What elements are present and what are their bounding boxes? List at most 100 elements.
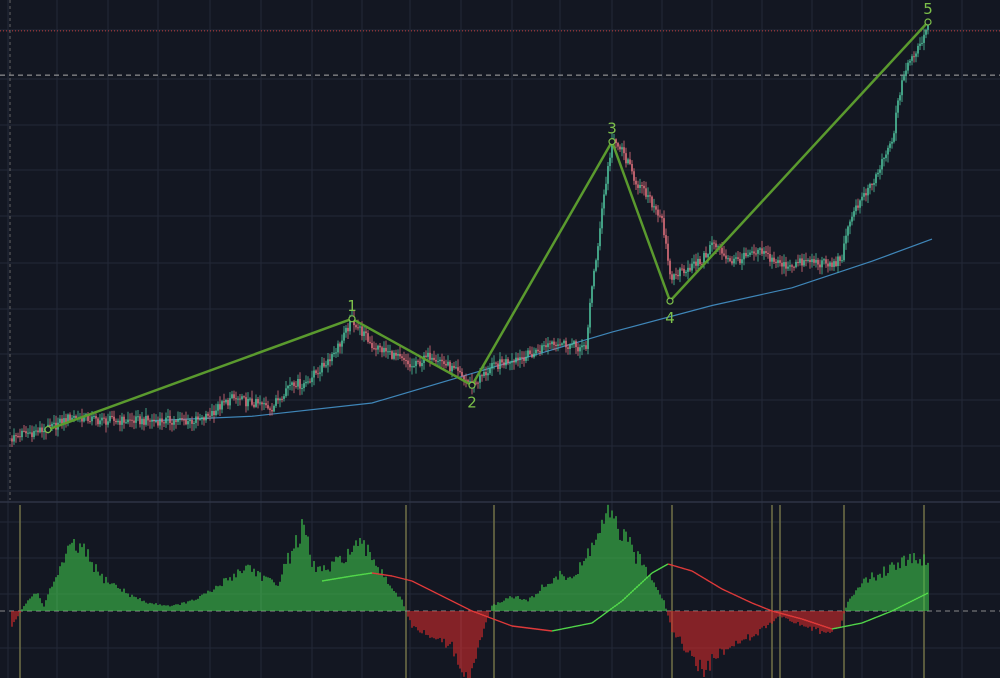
signal-line-segment — [909, 600, 913, 603]
histogram-bar — [477, 611, 479, 648]
histogram-bar — [103, 583, 105, 611]
candle-body — [757, 249, 759, 254]
signal-line-segment — [703, 577, 707, 581]
candle-body — [385, 347, 387, 352]
histogram-bar — [233, 573, 235, 611]
candle-body — [891, 141, 893, 144]
candle-body — [765, 251, 767, 253]
candle-body — [603, 194, 605, 209]
histogram-bar — [53, 581, 55, 611]
candle-body — [615, 139, 617, 144]
histogram-bar — [511, 597, 513, 611]
candle-body — [95, 416, 97, 419]
histogram-bar — [271, 579, 273, 611]
histogram-bar — [659, 594, 661, 611]
candle-body — [161, 418, 163, 423]
candle-body — [495, 362, 497, 364]
histogram-bar — [767, 611, 769, 626]
candle-body — [877, 172, 879, 175]
histogram-bar — [529, 597, 531, 611]
histogram-bar — [471, 611, 473, 669]
histogram-bar — [269, 578, 271, 611]
histogram-bar — [633, 552, 635, 611]
candle-body — [11, 438, 13, 442]
signal-line-segment — [393, 575, 397, 578]
histogram-bar — [601, 519, 603, 611]
histogram-bar — [859, 587, 861, 611]
histogram-bar — [99, 575, 101, 611]
signal-line-segment — [687, 569, 691, 572]
candle-body — [395, 352, 397, 356]
histogram-bar — [469, 611, 471, 678]
candle-body — [553, 341, 555, 345]
histogram-bar — [247, 564, 249, 611]
signal-line-segment — [821, 625, 825, 627]
histogram-bar — [905, 565, 907, 611]
histogram-bar — [683, 611, 685, 651]
histogram-bar — [849, 598, 851, 611]
candle-body — [49, 424, 51, 427]
signal-line-segment — [479, 613, 483, 616]
signal-line-segment — [801, 618, 805, 621]
histogram-bar — [555, 576, 557, 611]
histogram-bar — [861, 583, 863, 611]
candle-body — [825, 259, 827, 264]
candle-body — [563, 340, 565, 344]
signal-line-segment — [705, 578, 709, 582]
histogram-bar — [609, 517, 611, 611]
candle-body — [405, 360, 407, 362]
signal-line-segment — [747, 600, 751, 603]
candle-body — [303, 383, 305, 389]
histogram-bar — [579, 562, 581, 611]
histogram-bar — [431, 611, 433, 638]
histogram-bar — [321, 571, 323, 611]
histogram-bar — [285, 563, 287, 611]
signal-line-segment — [869, 618, 873, 621]
candle-body — [639, 184, 641, 188]
histogram-bar — [501, 602, 503, 611]
histogram-bar — [85, 556, 87, 611]
histogram-bar — [423, 611, 425, 631]
histogram-bar — [139, 598, 141, 611]
histogram-bar — [381, 569, 383, 611]
candle-body — [123, 416, 125, 423]
signal-line-segment — [711, 582, 715, 585]
signal-line-segment — [621, 598, 625, 602]
candle-body — [725, 255, 727, 259]
candle-body — [795, 261, 797, 268]
candle-body — [125, 422, 127, 424]
candle-body — [263, 403, 265, 405]
candle-body — [735, 257, 737, 259]
histogram-bar — [825, 611, 827, 633]
histogram-bar — [397, 596, 399, 611]
signal-line-segment — [755, 603, 759, 607]
candle-body — [193, 422, 195, 424]
candle-body — [767, 252, 769, 255]
histogram-bar — [643, 564, 645, 611]
candle-body — [205, 413, 207, 421]
candle-body — [483, 372, 485, 377]
candle-body — [135, 416, 137, 423]
signal-line-segment — [769, 609, 773, 612]
candle-body — [199, 419, 201, 421]
histogram-bar — [207, 590, 209, 611]
histogram-bar — [701, 611, 703, 670]
signal-line-segment — [497, 620, 501, 623]
histogram-bar — [621, 540, 623, 611]
histogram-bar — [57, 575, 59, 611]
histogram-bar — [391, 588, 393, 611]
histogram-bar — [615, 516, 617, 611]
histogram-bar — [333, 561, 335, 611]
histogram-bar — [803, 611, 805, 627]
histogram-bar — [543, 587, 545, 611]
signal-line-segment — [701, 576, 705, 579]
signal-line-segment — [507, 623, 511, 626]
histogram-bar — [147, 603, 149, 611]
histogram-bar — [481, 611, 483, 638]
histogram-bar — [31, 596, 33, 611]
signal-line-segment — [719, 587, 723, 590]
candle-body — [397, 353, 399, 356]
candle-body — [769, 254, 771, 262]
histogram-bar — [379, 573, 381, 611]
histogram-bar — [629, 537, 631, 611]
